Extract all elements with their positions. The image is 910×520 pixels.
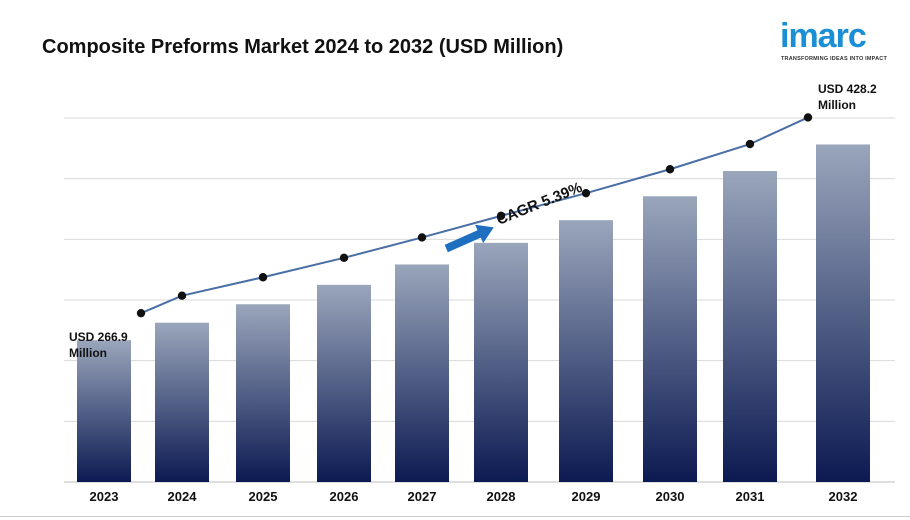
trend-point-2032: [803, 113, 813, 122]
bar-2032: [816, 144, 870, 482]
trend-point-2027: [417, 233, 427, 242]
cagr-arrow-shape: [444, 224, 494, 253]
start-value-label: USD 266.9 Million: [69, 330, 128, 360]
bar-2031: [723, 171, 777, 483]
bar-2025: [236, 304, 290, 482]
x-tick-label: 2031: [736, 489, 765, 504]
trend-point-2024: [177, 291, 187, 300]
x-tick-label: 2027: [408, 489, 437, 504]
trend-point-2031: [745, 139, 755, 149]
cagr-arrow: [444, 224, 494, 253]
trend-point-2028: [496, 211, 506, 221]
x-tick-label: 2029: [572, 489, 601, 504]
x-tick-label: 2024: [168, 489, 198, 504]
end-value-label: USD 428.2 Million: [818, 82, 877, 112]
x-tick-label: 2026: [330, 489, 359, 504]
x-tick-label: 2032: [829, 489, 858, 504]
bottom-divider: [0, 516, 910, 517]
trend-point-2025: [258, 273, 268, 282]
imarc-logo: imarc TRANSFORMING IDEAS INTO IMPACT: [780, 12, 896, 64]
bar-2028: [474, 242, 528, 482]
trend-point-2026: [339, 253, 349, 263]
x-tick-label: 2023: [90, 489, 119, 504]
x-tick-label: 2025: [249, 489, 278, 504]
bar-2023: [77, 340, 131, 482]
logo-tagline: TRANSFORMING IDEAS INTO IMPACT: [781, 56, 888, 62]
trend-point-2023: [136, 308, 146, 318]
x-tick-label: 2030: [656, 489, 685, 504]
bar-2024: [155, 322, 209, 482]
trend-point-2029: [581, 188, 591, 198]
bar-2030: [643, 196, 697, 482]
chart-title: Composite Preforms Market 2024 to 2032 (…: [42, 36, 564, 58]
bar-2026: [317, 284, 371, 482]
trend-point-2030: [665, 165, 675, 174]
x-tick-label: 2028: [487, 489, 516, 504]
logo-wordmark: imarc: [780, 17, 867, 55]
bar-2029: [559, 220, 613, 483]
bar-2027: [395, 264, 449, 482]
trend-line: [140, 116, 809, 315]
